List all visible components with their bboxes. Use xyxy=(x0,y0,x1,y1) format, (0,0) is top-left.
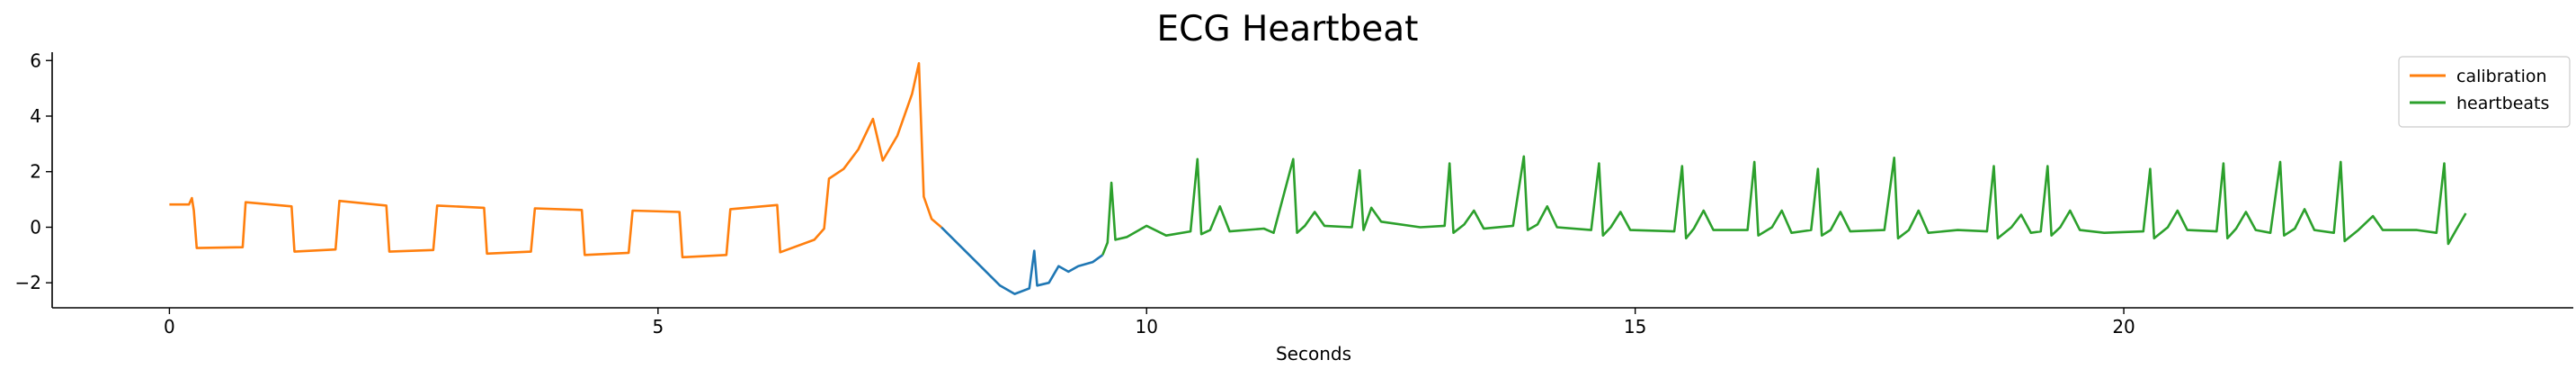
y-tick-label: 0 xyxy=(30,216,41,238)
legend-label-calibration: calibration xyxy=(2456,67,2547,86)
x-axis-label: Seconds xyxy=(1276,343,1351,364)
x-tick-label: 20 xyxy=(2112,316,2135,338)
axes: 0 5 10 15 20 −2 0 2 4 6 xyxy=(15,50,2573,338)
chart-title: ECG Heartbeat xyxy=(1157,9,1419,50)
y-tick-label: 6 xyxy=(30,50,41,71)
y-tick-label: −2 xyxy=(15,272,41,293)
x-tick-label: 5 xyxy=(652,316,664,338)
legend-label-heartbeats: heartbeats xyxy=(2456,94,2549,113)
x-tick-label: 0 xyxy=(164,316,175,338)
series-line-signal xyxy=(940,226,1104,295)
x-tick-label: 10 xyxy=(1136,316,1158,338)
plot-area xyxy=(169,62,2467,295)
series-line-calibration xyxy=(169,62,942,259)
y-tick-label: 4 xyxy=(30,105,41,127)
x-tick-label: 15 xyxy=(1624,316,1646,338)
y-tick-label: 2 xyxy=(30,161,41,183)
legend: calibration heartbeats xyxy=(2398,56,2571,128)
series-line-heartbeats xyxy=(1101,155,2467,256)
